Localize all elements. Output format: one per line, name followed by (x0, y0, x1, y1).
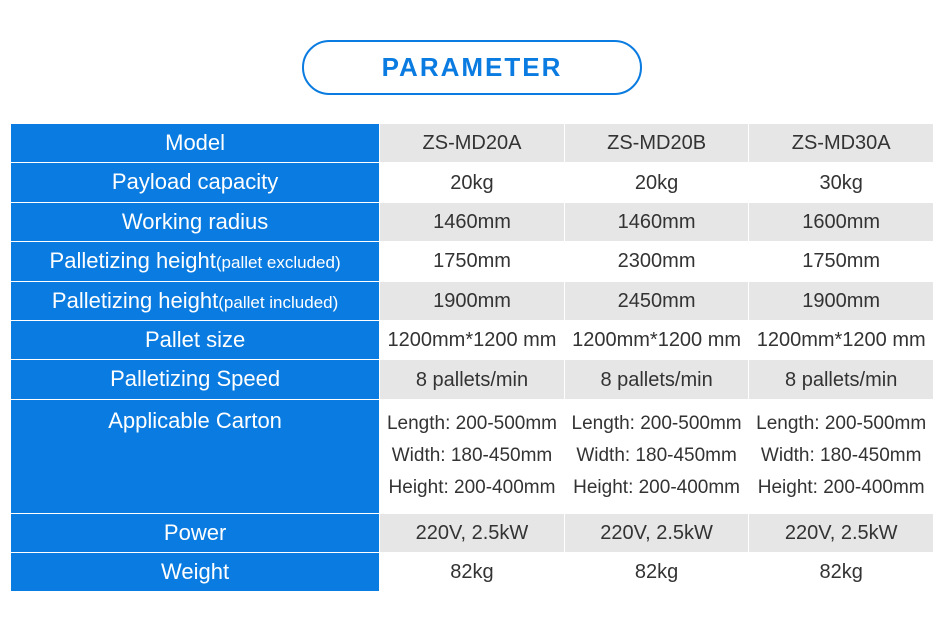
label-main: Palletizing height (50, 248, 216, 273)
page-title: PARAMETER (302, 40, 642, 95)
table-cell: 1600mm (749, 202, 934, 241)
carton-width: Width: 180-450mm (751, 440, 931, 472)
row-label-radius: Working radius (11, 202, 380, 241)
table-cell: 8 pallets/min (749, 360, 934, 399)
carton-height: Height: 200-400mm (751, 472, 931, 504)
carton-height: Height: 200-400mm (567, 472, 747, 504)
row-label-payload: Payload capacity (11, 163, 380, 202)
table-cell: 82kg (749, 553, 934, 592)
table-cell: 8 pallets/min (380, 360, 565, 399)
table-cell: 220V, 2.5kW (749, 513, 934, 552)
table-cell: 20kg (380, 163, 565, 202)
carton-width: Width: 180-450mm (567, 440, 747, 472)
table-cell: 1900mm (380, 281, 565, 320)
table-cell: 220V, 2.5kW (564, 513, 749, 552)
table-row: Power 220V, 2.5kW 220V, 2.5kW 220V, 2.5k… (11, 513, 934, 552)
table-cell: 30kg (749, 163, 934, 202)
table-cell: 1460mm (380, 202, 565, 241)
table-row: Working radius 1460mm 1460mm 1600mm (11, 202, 934, 241)
table-cell: Length: 200-500mm Width: 180-450mm Heigh… (749, 399, 934, 513)
table-cell: 1750mm (749, 242, 934, 281)
row-label-pallet-size: Pallet size (11, 320, 380, 359)
row-label-pal-h-excl: Palletizing height(pallet excluded) (11, 242, 380, 281)
table-cell: 82kg (564, 553, 749, 592)
table-cell: 1750mm (380, 242, 565, 281)
table-cell: 2300mm (564, 242, 749, 281)
table-cell: 1200mm*1200 mm (380, 320, 565, 359)
table-cell: 1200mm*1200 mm (749, 320, 934, 359)
table-row: Model ZS-MD20A ZS-MD20B ZS-MD30A (11, 124, 934, 163)
table-row: Applicable Carton Length: 200-500mm Widt… (11, 399, 934, 513)
table-row: Palletizing height(pallet excluded) 1750… (11, 242, 934, 281)
carton-length: Length: 200-500mm (382, 408, 562, 440)
parameter-table: Model ZS-MD20A ZS-MD20B ZS-MD30A Payload… (10, 123, 934, 592)
label-sub: (pallet excluded) (216, 253, 341, 272)
table-cell: Length: 200-500mm Width: 180-450mm Heigh… (380, 399, 565, 513)
table-cell: ZS-MD20A (380, 124, 565, 163)
table-row: Payload capacity 20kg 20kg 30kg (11, 163, 934, 202)
table-cell: 1200mm*1200 mm (564, 320, 749, 359)
table-cell: 220V, 2.5kW (380, 513, 565, 552)
table-cell: ZS-MD30A (749, 124, 934, 163)
label-sub: (pallet included) (218, 293, 338, 312)
table-cell: ZS-MD20B (564, 124, 749, 163)
carton-length: Length: 200-500mm (751, 408, 931, 440)
table-cell: 1460mm (564, 202, 749, 241)
carton-height: Height: 200-400mm (382, 472, 562, 504)
row-label-carton: Applicable Carton (11, 399, 380, 513)
table-row: Palletizing Speed 8 pallets/min 8 pallet… (11, 360, 934, 399)
table-cell: 2450mm (564, 281, 749, 320)
carton-width: Width: 180-450mm (382, 440, 562, 472)
table-cell: 20kg (564, 163, 749, 202)
row-label-model: Model (11, 124, 380, 163)
label-main: Palletizing height (52, 288, 218, 313)
table-row: Palletizing height(pallet included) 1900… (11, 281, 934, 320)
row-label-speed: Palletizing Speed (11, 360, 380, 399)
carton-length: Length: 200-500mm (567, 408, 747, 440)
row-label-power: Power (11, 513, 380, 552)
table-row: Pallet size 1200mm*1200 mm 1200mm*1200 m… (11, 320, 934, 359)
table-cell: 1900mm (749, 281, 934, 320)
row-label-pal-h-incl: Palletizing height(pallet included) (11, 281, 380, 320)
table-cell: Length: 200-500mm Width: 180-450mm Heigh… (564, 399, 749, 513)
row-label-weight: Weight (11, 553, 380, 592)
table-cell: 8 pallets/min (564, 360, 749, 399)
table-cell: 82kg (380, 553, 565, 592)
table-row: Weight 82kg 82kg 82kg (11, 553, 934, 592)
